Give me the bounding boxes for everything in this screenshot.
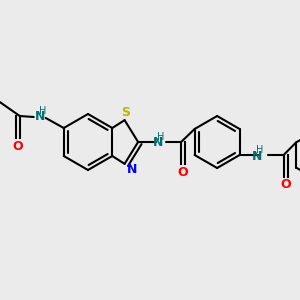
Text: O: O: [178, 166, 188, 178]
Text: N: N: [126, 163, 137, 176]
Text: N: N: [34, 110, 45, 124]
Text: O: O: [12, 140, 23, 152]
Text: H: H: [39, 106, 46, 116]
Text: N: N: [153, 136, 163, 149]
Text: H: H: [158, 132, 165, 142]
Text: S: S: [121, 106, 130, 119]
Text: O: O: [280, 178, 291, 191]
Text: N: N: [251, 149, 262, 163]
Text: H: H: [256, 145, 263, 155]
